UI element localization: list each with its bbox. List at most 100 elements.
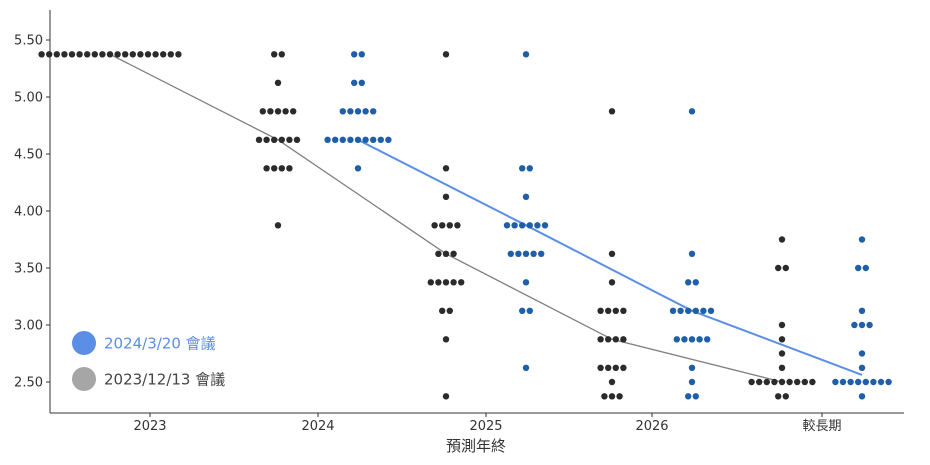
dot-series-2 (608, 250, 616, 257)
dot-series-2 (263, 136, 270, 143)
y-tick-label: 3.00 (14, 319, 43, 334)
y-tick-label: 3.50 (14, 262, 43, 277)
dot-series-1 (511, 222, 518, 229)
dot-series-2 (442, 336, 450, 343)
y-tick-label: 5.00 (14, 91, 43, 106)
dot-series-2 (282, 108, 289, 115)
x-tick-label: 2026 (635, 419, 668, 434)
dot-series-2 (597, 364, 604, 371)
dot-series-2 (271, 165, 278, 172)
dot-series-1 (332, 136, 339, 143)
dot-series-2 (446, 222, 453, 229)
dot-series-1 (669, 307, 677, 314)
dot-series-2 (756, 378, 763, 386)
dot-series-2 (612, 364, 619, 371)
dot-series-2 (778, 364, 786, 371)
y-tick-label: 4.00 (14, 205, 43, 220)
dot-series-1 (855, 378, 862, 386)
dot-series-2 (809, 378, 816, 386)
dot-series-1 (832, 378, 839, 386)
dot-series-1 (541, 222, 549, 229)
dot-series-1 (692, 307, 699, 314)
dot-series-2 (267, 108, 274, 115)
dot-series-2 (286, 136, 293, 143)
dot-series-1 (858, 236, 866, 243)
dot-series-2 (122, 51, 129, 58)
dot-series-2 (605, 364, 612, 371)
x-tick-label: 2024 (301, 419, 334, 434)
dot-series-1 (354, 136, 362, 143)
x-tick-label: 2025 (469, 419, 502, 434)
dot-series-2 (778, 236, 786, 243)
legend-label: 2024/3/20 會議 (104, 335, 216, 353)
dot-series-2 (68, 51, 76, 58)
axes (49, 10, 904, 414)
dot-series-2 (160, 51, 167, 58)
dot-series-2 (442, 165, 450, 172)
dot-series-1 (522, 193, 530, 200)
dot-series-1 (855, 264, 862, 272)
x-tick-label: 較長期 (802, 419, 841, 434)
median-line-series-1 (357, 138, 863, 376)
dot-series-2 (271, 136, 278, 143)
dot-series-2 (152, 51, 159, 58)
x-tick-label: 2023 (133, 419, 166, 434)
dot-series-1 (688, 336, 696, 343)
dot-series-1 (692, 393, 699, 400)
legend-marker (72, 331, 96, 355)
y-tick-label: 2.50 (14, 376, 43, 391)
dot-series-2 (601, 393, 608, 400)
dot-series-2 (167, 51, 174, 58)
dot-series-1 (351, 51, 358, 58)
dot-series-2 (775, 264, 782, 272)
dot-series-1 (526, 165, 533, 172)
dot-series-1 (847, 378, 854, 386)
dot-series-2 (91, 51, 99, 58)
median-lines (109, 53, 863, 383)
dot-series-1 (362, 136, 369, 143)
dot-series-1 (519, 222, 526, 229)
dot-series-2 (442, 51, 450, 58)
dot-series-2 (129, 51, 136, 58)
dot-series-1 (839, 378, 847, 386)
dot-series-1 (515, 250, 522, 257)
dot-series-2 (778, 321, 786, 329)
dot-series-1 (858, 393, 866, 400)
dot-series-1 (522, 364, 530, 371)
dot-series-2 (278, 136, 285, 143)
dot-series-1 (688, 250, 696, 257)
dot-series-2 (454, 222, 461, 229)
dot-series-2 (608, 279, 616, 286)
y-tick-label: 5.50 (14, 34, 43, 49)
dot-series-2 (442, 193, 450, 200)
dot-series-1 (681, 336, 688, 343)
dot-series-2 (114, 51, 121, 58)
dot-series-1 (522, 279, 530, 286)
dot-series-1 (696, 336, 703, 343)
dot-series-2 (53, 51, 60, 58)
dot-series-1 (519, 165, 526, 172)
dot-series-2 (46, 51, 53, 58)
dot-series-1 (685, 393, 692, 400)
dot-series-2 (608, 108, 616, 115)
dot-series-2 (442, 393, 450, 400)
dot-series-2 (794, 378, 801, 386)
dot-series-2 (61, 51, 68, 58)
dot-series-1 (858, 364, 866, 371)
dot-series-2 (274, 79, 282, 87)
dot-series-2 (450, 250, 457, 257)
dot-series-1 (673, 336, 680, 343)
dot-series-2 (605, 307, 612, 314)
dot-series-1 (685, 307, 692, 314)
dot-series-2 (278, 51, 285, 58)
dot-series-2 (76, 51, 83, 58)
dot-series-2 (771, 378, 778, 386)
dot-series-1 (339, 136, 346, 143)
dot-series-1 (522, 250, 530, 257)
dot-series-2 (38, 51, 45, 58)
dot-series-1 (538, 250, 545, 257)
dot-series-1 (704, 336, 711, 343)
dot-series-2 (442, 279, 450, 286)
dot-series-1 (530, 250, 537, 257)
